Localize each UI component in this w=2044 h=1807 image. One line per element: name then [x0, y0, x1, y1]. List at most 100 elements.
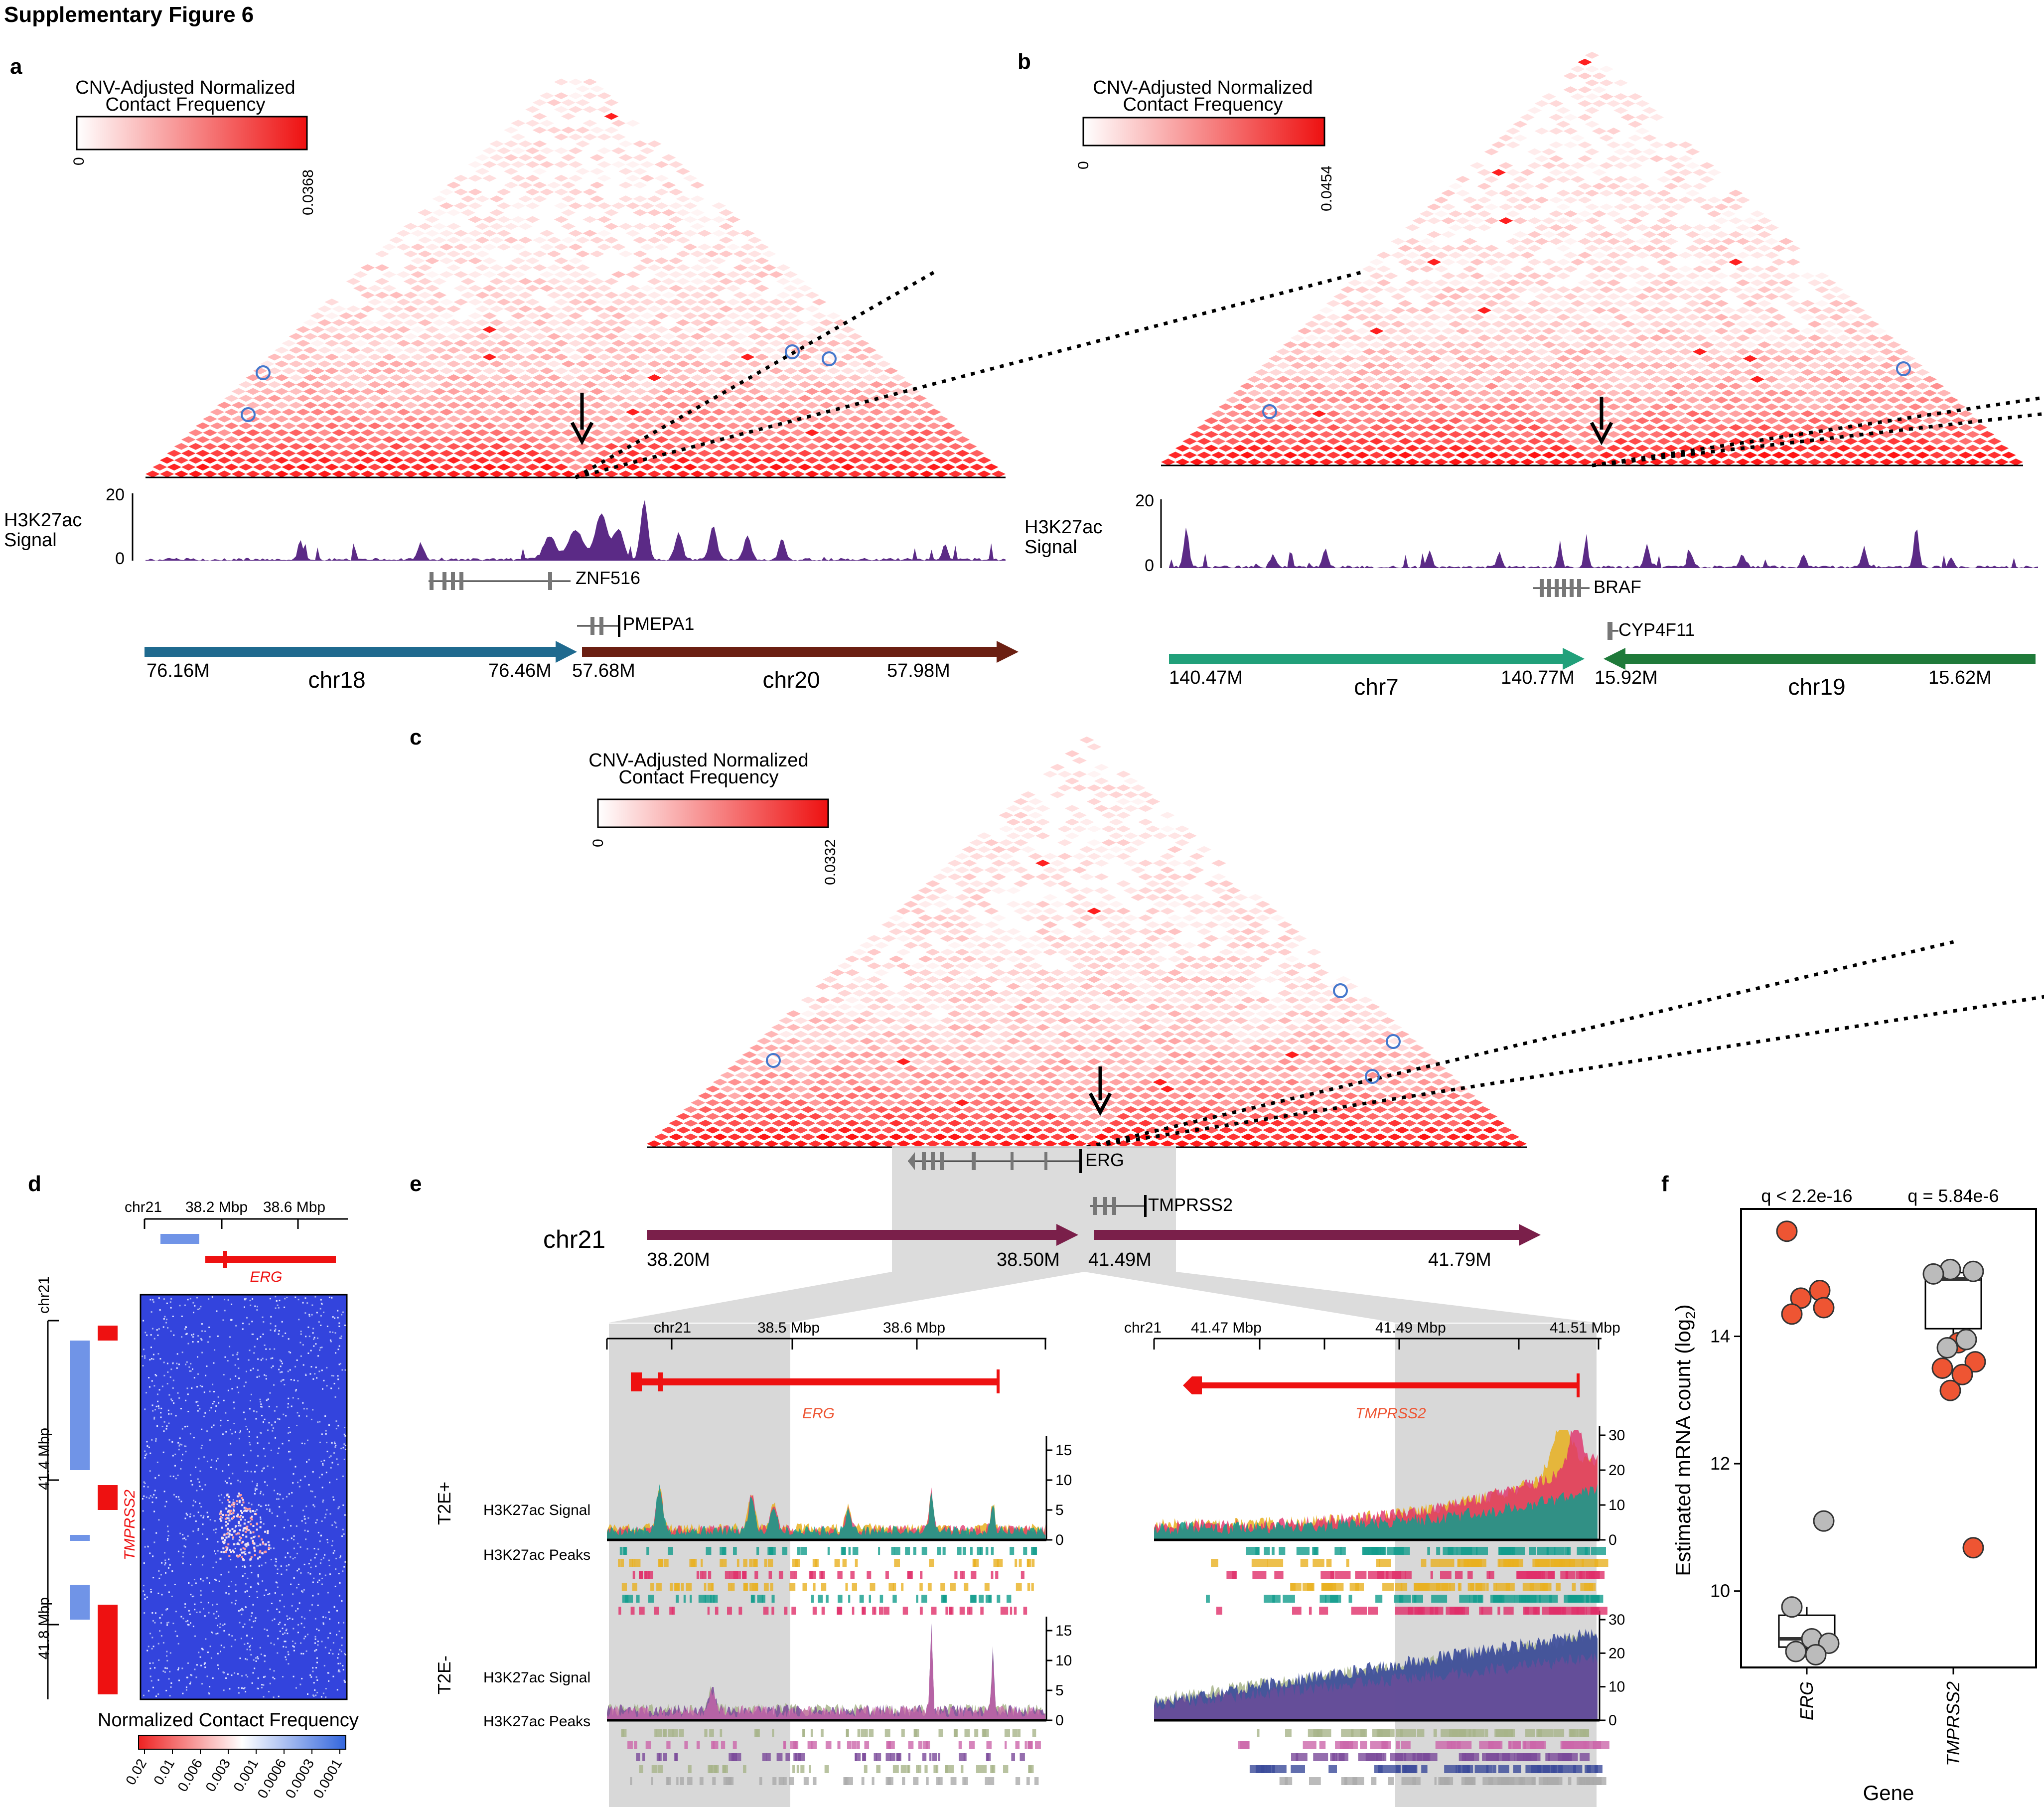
panel-letter: a	[10, 54, 22, 79]
panel-d: d chr21 38.2 Mbp 38.6 Mbp ERG chr21 41.4…	[28, 1172, 359, 1801]
stat-annotation: q = 5.84e-6	[1907, 1186, 1999, 1206]
y-tick-label: 14	[1710, 1326, 1730, 1347]
contact-heatmap	[146, 78, 1367, 479]
y-tick-label: 10	[1710, 1581, 1730, 1601]
panel-letter: c	[410, 725, 422, 750]
coord-start: 38.20M	[647, 1249, 710, 1270]
gene-model: ZNF516	[429, 568, 640, 590]
axis-tick: 30	[1608, 1612, 1625, 1628]
track-ymin: 0	[115, 549, 125, 568]
data-point	[1813, 1510, 1835, 1532]
y-axis: 10 12 14	[1710, 1326, 1741, 1601]
zoom-left: chr21 38.5 Mbp 38.6 Mbp ERG 15 10 5 0 15 10 5 0	[606, 1320, 1072, 1807]
data-point	[1790, 1287, 1812, 1309]
panel-letter: d	[28, 1172, 41, 1196]
track-axis: H3K27ac Signal 20 0	[1024, 491, 1162, 575]
data-point	[1781, 1596, 1803, 1618]
breakpoint-marker	[1590, 397, 1613, 446]
axis-tick: 30	[1608, 1427, 1625, 1444]
x-tick-label: ERG	[1796, 1681, 1817, 1720]
breakpoint-marker	[570, 393, 594, 446]
data-point	[1785, 1641, 1807, 1662]
gene-label: ERG	[802, 1405, 835, 1422]
colorbar-min: 0	[1075, 161, 1092, 169]
breakpoint-marker	[1088, 1066, 1112, 1116]
panel-letter: f	[1661, 1172, 1669, 1196]
gene-model: TMPRSS2	[1090, 1195, 1233, 1217]
colorbar-gradient	[597, 798, 829, 828]
figure-title: Supplementary Figure 6	[4, 2, 254, 27]
colorbar: CNV-Adjusted Normalized Contact Frequenc…	[588, 750, 839, 885]
axis-tick: chr21	[654, 1320, 691, 1336]
data-point	[1781, 1303, 1803, 1325]
axis-tick: 38.2 Mbp	[185, 1199, 248, 1215]
gene-model: PMEPA1	[577, 613, 694, 637]
data-point	[1962, 1260, 1984, 1282]
colorbar-min: 0	[71, 157, 87, 165]
track-ymin: 0	[1145, 556, 1154, 575]
track-ymax: 20	[1135, 491, 1154, 510]
chrom-name: chr19	[1788, 674, 1845, 700]
row-label: T2E-	[434, 1656, 454, 1694]
panel-c: c CNV-Adjusted Normalized Contact Freque…	[410, 725, 2044, 1323]
x-axis: ERG TMPRSS2	[1796, 1667, 1963, 1766]
track-label: H3K27ac Signal	[483, 1502, 590, 1518]
axis-tick: 38.5 Mbp	[757, 1320, 820, 1336]
axis-tick: 5	[1055, 1682, 1064, 1699]
data-point	[1964, 1351, 1986, 1373]
track-label: H3K27ac Signal	[483, 1669, 590, 1686]
gene-label: ERG	[250, 1269, 282, 1285]
axis-tick: 38.6 Mbp	[883, 1320, 945, 1336]
gene-model: BRAF	[1533, 577, 1641, 597]
axis-tick: 10	[1055, 1653, 1072, 1669]
x-tick-label: TMPRSS2	[1943, 1681, 1963, 1766]
contact-heatmap	[647, 737, 2044, 1149]
track-label: H3K27ac	[4, 510, 82, 531]
chromosome-arrow-chr7: 140.47M chr7 140.77M	[1169, 648, 1585, 700]
scatter-plot	[1776, 1220, 1986, 1665]
h3k27ac-track	[146, 500, 1006, 561]
coord-start: 140.47M	[1169, 667, 1243, 688]
legend: Normalized Contact Frequency 0.02 0.010.0…	[98, 1710, 359, 1801]
track-label: H3K27ac Peaks	[483, 1713, 590, 1730]
row-label: T2E+	[434, 1482, 454, 1525]
plot-frame	[1740, 1208, 2037, 1668]
axis-tick: 10	[1608, 1497, 1625, 1513]
panel-letter: e	[410, 1172, 422, 1196]
y-axis-label: Estimated mRNA count (log2)	[1671, 1304, 1698, 1576]
coord-start: 15.92M	[1595, 667, 1658, 688]
gene-model: CYP4F11	[1607, 619, 1695, 640]
zoom-shade	[609, 1146, 1084, 1323]
gene-tracks-top: ERG	[160, 1234, 336, 1285]
axis-tick: 38.6 Mbp	[263, 1199, 325, 1215]
colorbar: CNV-Adjusted Normalized Contact Frequenc…	[71, 77, 316, 215]
coord-start: 41.49M	[1088, 1249, 1152, 1270]
axis-tick: 15	[1055, 1623, 1072, 1639]
axis-tick: 5	[1055, 1502, 1064, 1518]
panel-letter: b	[1018, 49, 1031, 74]
colorbar-title: CNV-Adjusted Normalized	[75, 77, 295, 98]
axis-tick: chr21	[1124, 1320, 1162, 1336]
legend-tick: 0.006	[174, 1756, 205, 1794]
colorbar-max: 0.0368	[300, 169, 316, 215]
chrom-name: chr20	[762, 667, 820, 693]
axis-tick: 41.51 Mbp	[1550, 1320, 1620, 1336]
coord-end: 15.62M	[1928, 667, 1992, 688]
coord-end: 76.46M	[488, 660, 552, 681]
colorbar-title: Contact Frequency	[1123, 94, 1283, 115]
axis-tick: chr21	[36, 1276, 52, 1314]
panel-a: a CNV-Adjusted Normalized Contact Freque…	[4, 54, 1367, 693]
track-label: H3K27ac	[1024, 517, 1102, 538]
data-point	[1931, 1357, 1953, 1379]
chromosome-arrow-chr19: 15.92M chr19 15.62M	[1595, 648, 2036, 700]
panel-e: e T2E+ T2E- H3K27ac Signal H3K27ac Peaks…	[410, 1172, 1625, 1807]
axis-tick: 0	[1608, 1532, 1617, 1548]
data-point	[1951, 1363, 1973, 1385]
track-axis: H3K27ac Signal 20 0	[4, 485, 134, 568]
axis-tick: 0	[1608, 1712, 1617, 1729]
coord-start: 57.68M	[572, 660, 635, 681]
track-ymax: 20	[106, 485, 125, 504]
data-point	[1939, 1379, 1961, 1401]
panel-b: b CNV-Adjusted Normalized Contact Freque…	[1018, 49, 2044, 700]
